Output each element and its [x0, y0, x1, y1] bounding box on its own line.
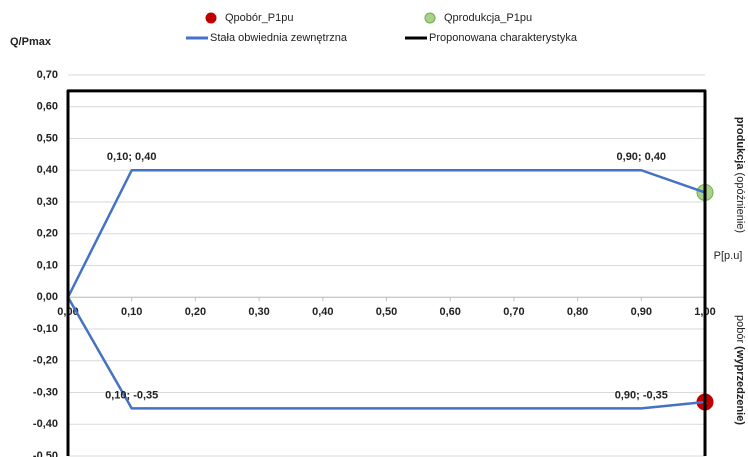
- y-tick-label: 0,10: [37, 259, 58, 271]
- x-tick-label: 0,90: [631, 306, 652, 318]
- y-tick-label: 0,20: [37, 228, 58, 240]
- y-tick-label: 0,70: [37, 69, 58, 81]
- data-label: 0,10; -0,35: [105, 389, 158, 401]
- upper-side-label-bold: produkcja: [734, 117, 746, 170]
- legend-label: Stała obwiednia zewnętrzna: [210, 32, 348, 44]
- upper-side-label-normal: (opóźnienie): [734, 173, 746, 234]
- lower-side-label: pobór (wyprzedzenie): [734, 315, 746, 425]
- data-label: 0,90; -0,35: [615, 389, 668, 401]
- lower-side-label-normal: pobór: [734, 315, 746, 343]
- y-tick-label: 0,60: [37, 101, 58, 113]
- lower-side-label-bold: (wyprzedzenie): [734, 346, 746, 425]
- legend-label: Qpobór_P1pu: [225, 12, 294, 24]
- y-tick-label: 0,00: [37, 291, 58, 303]
- x-tick-label: 0,30: [248, 306, 269, 318]
- x-tick-label: 0,50: [376, 306, 397, 318]
- legend-label: Proponowana charakterystyka: [429, 32, 578, 44]
- legend-label: Qprodukcja_P1pu: [444, 12, 532, 24]
- x-tick-label: 0,60: [439, 306, 460, 318]
- data-label: 0,10; 0,40: [107, 151, 157, 163]
- x-tick-label: 0,40: [312, 306, 333, 318]
- y-axis-title: Q/Pmax: [10, 36, 52, 48]
- series-line: [66, 169, 706, 410]
- data-label: 0,90; 0,40: [617, 151, 667, 163]
- legend-marker: [205, 12, 217, 24]
- y-tick-label: 0,50: [37, 132, 58, 144]
- x-tick-label: 0,20: [185, 306, 206, 318]
- x-tick-label: 0,10: [121, 306, 142, 318]
- y-tick-label: -0,50: [33, 450, 58, 457]
- y-tick-label: 0,30: [37, 196, 58, 208]
- y-tick-label: 0,40: [37, 164, 58, 176]
- y-tick-label: -0,20: [33, 355, 58, 367]
- series-line: [66, 89, 707, 456]
- legend-marker: [424, 12, 436, 24]
- x-tick-label: 0,80: [567, 306, 588, 318]
- upper-side-label: produkcja (opóźnienie): [734, 117, 746, 233]
- y-tick-label: -0,10: [33, 323, 58, 335]
- x-tick-label: 0,70: [503, 306, 524, 318]
- x-axis-title: P[p.u]: [714, 250, 743, 262]
- y-tick-label: -0,30: [33, 386, 58, 398]
- y-tick-label: -0,40: [33, 418, 58, 430]
